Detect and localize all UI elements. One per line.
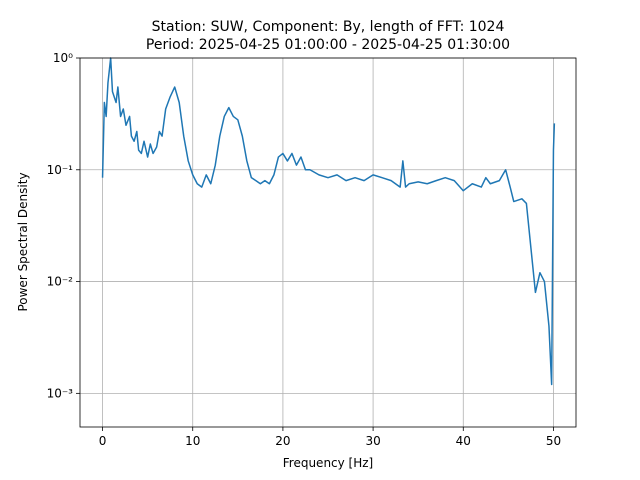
y-tick-label: 10⁻³ [47, 386, 74, 400]
y-tick-label: 10⁻¹ [47, 163, 74, 177]
plot-frame [79, 57, 577, 428]
y-axis-label: Power Spectral Density [16, 172, 30, 311]
x-tick-label: 30 [365, 434, 380, 448]
data-line [101, 57, 556, 386]
y-tick-label: 10⁻² [47, 275, 74, 289]
x-axis-label: Frequency [Hz] [283, 456, 374, 470]
x-tick-label: 40 [456, 434, 471, 448]
chart-title: Station: SUW, Component: By, length of F… [152, 19, 505, 35]
y-tick-label: 10⁰ [53, 51, 73, 65]
chart-subtitle: Period: 2025-04-25 01:00:00 - 2025-04-25… [146, 37, 510, 53]
x-tick-label: 20 [275, 434, 290, 448]
x-tick-label: 0 [99, 434, 107, 448]
x-tick-label: 50 [546, 434, 561, 448]
x-tick-label: 10 [185, 434, 200, 448]
